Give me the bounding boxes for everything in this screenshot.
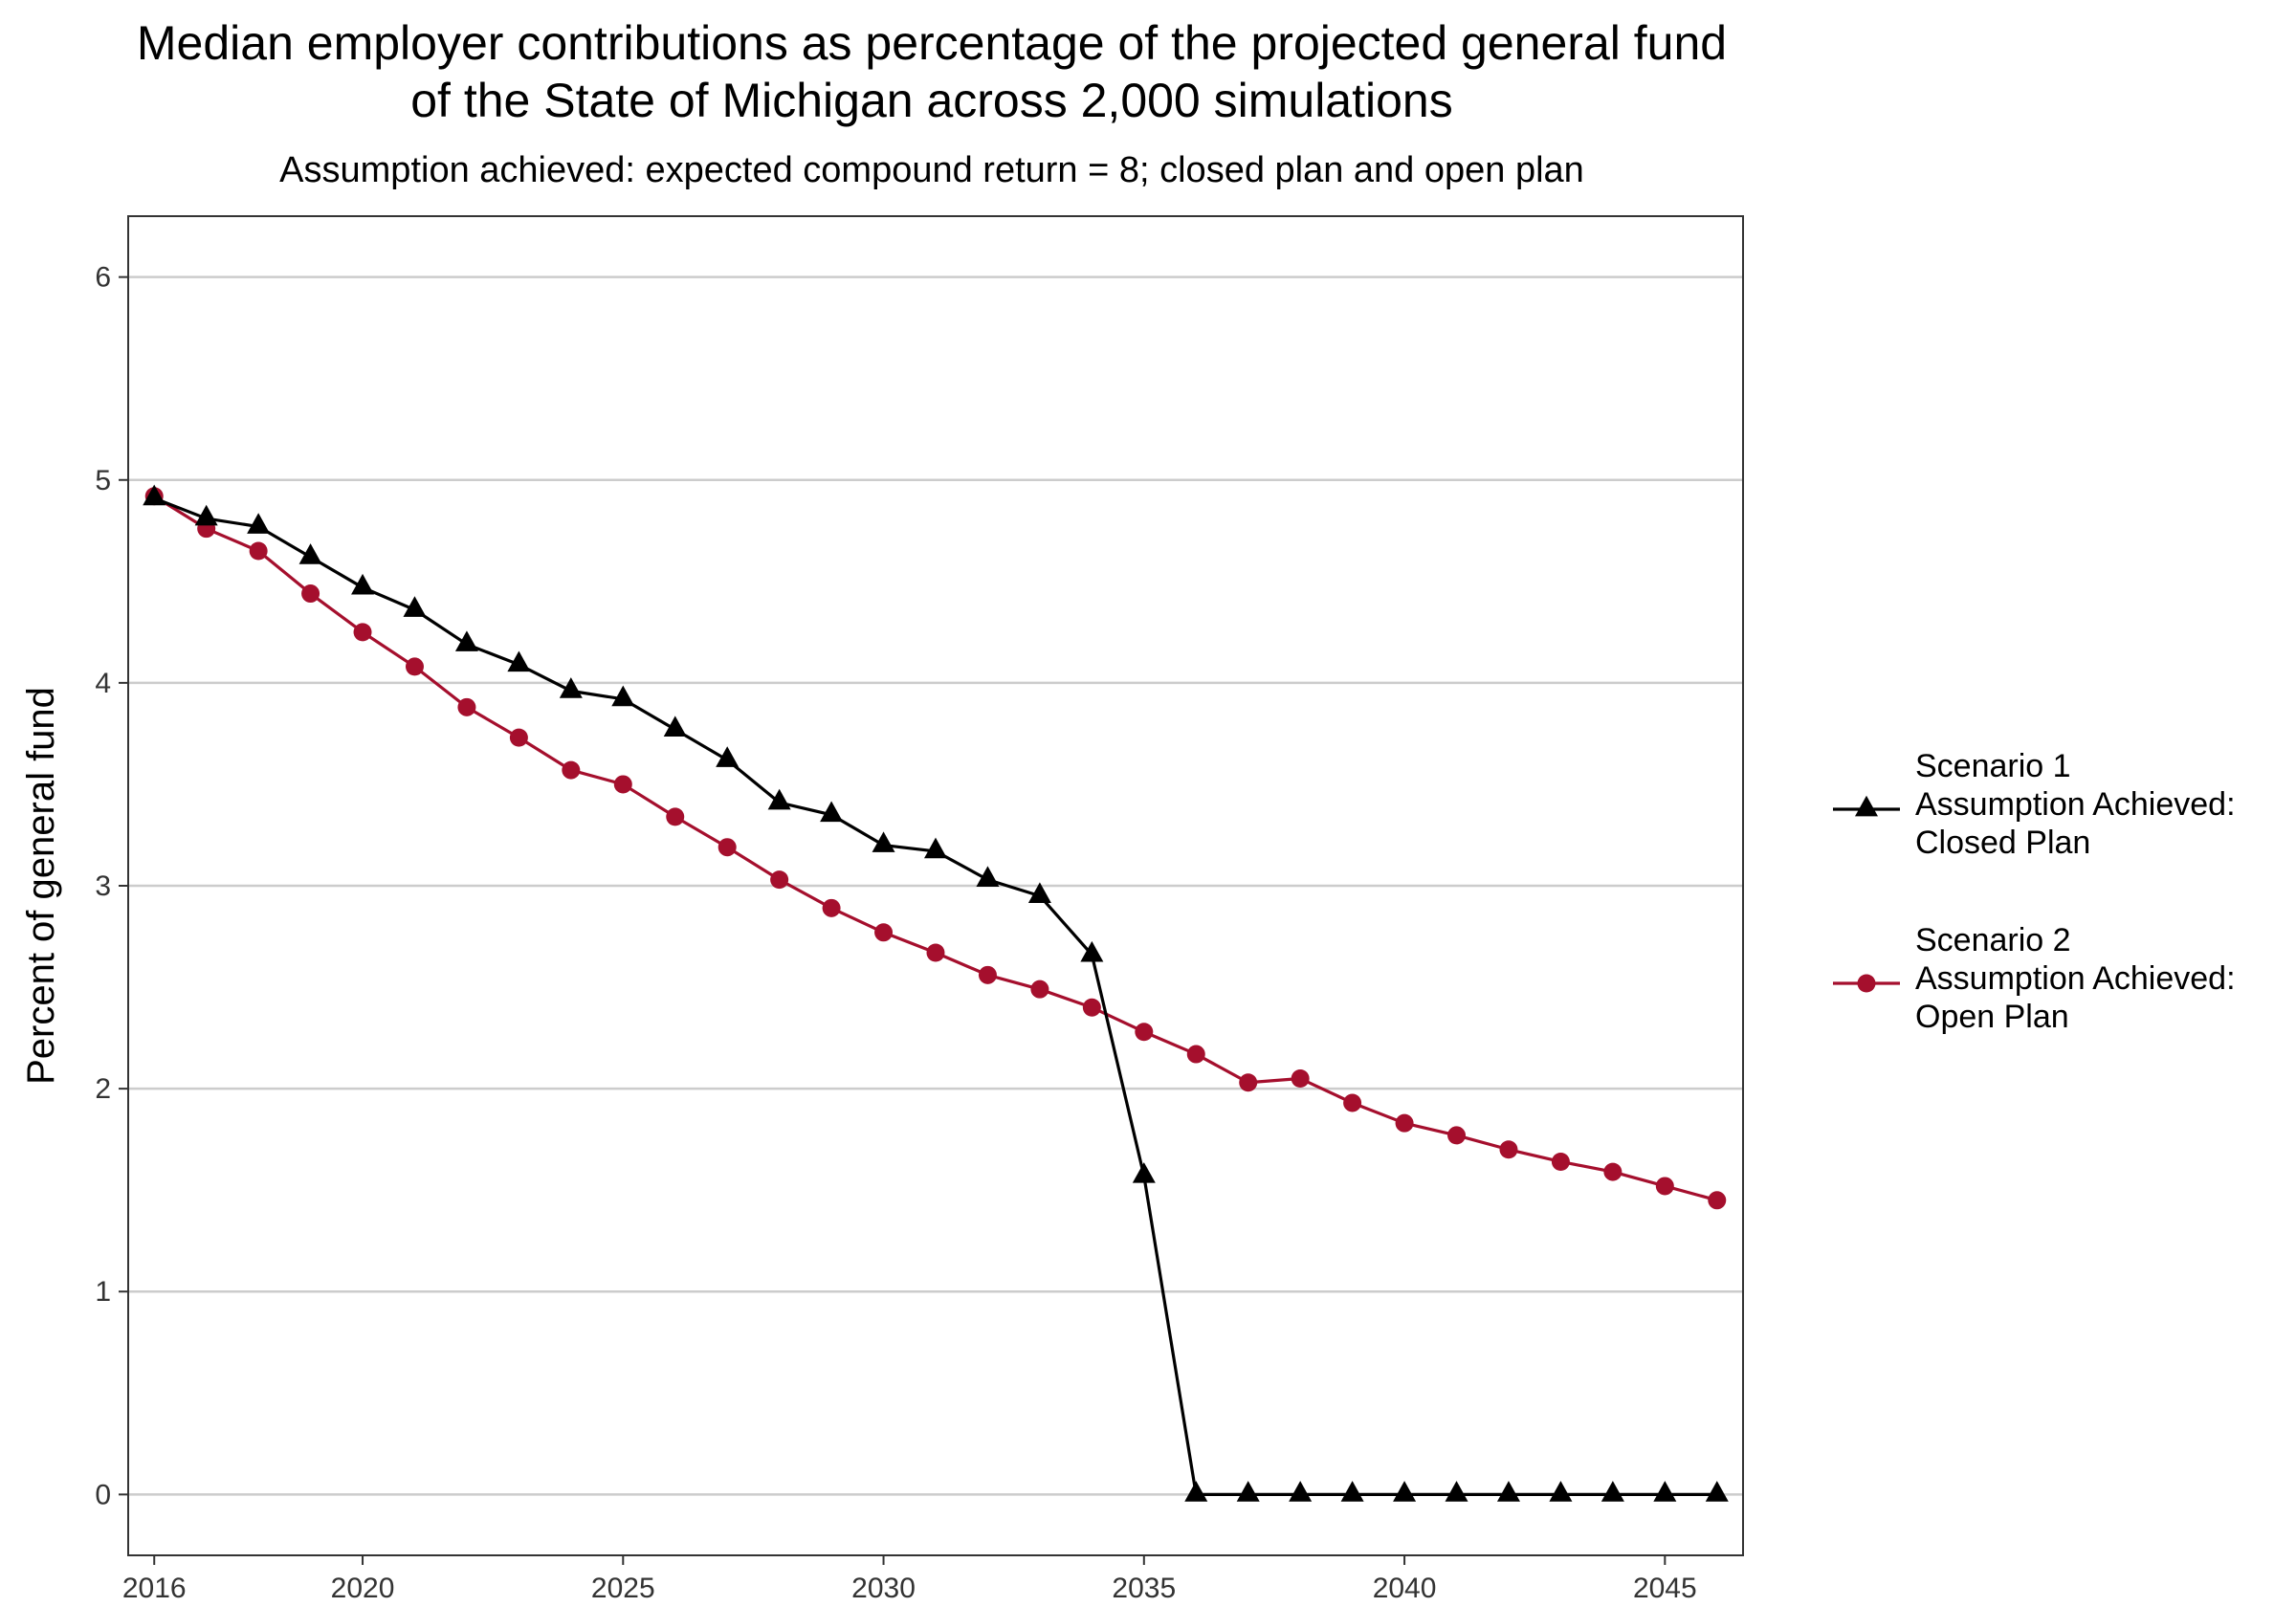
series-1-point-2025: [611, 685, 635, 707]
series-1-point-2017: [194, 504, 218, 526]
series-1-point-2019: [298, 543, 322, 564]
series-2-point-2032: [978, 965, 997, 984]
legend-key-marker-2: [1857, 974, 1876, 993]
series-2-point-2042: [1499, 1140, 1518, 1159]
series-2-point-2018: [249, 541, 268, 561]
x-tick-label-2025: 2025: [591, 1573, 655, 1604]
series-1-point-2038: [1289, 1481, 1313, 1502]
series-2-point-2019: [301, 584, 320, 604]
chart-subtitle: Assumption achieved: expected compound r…: [279, 150, 1584, 190]
series-1-point-2028: [767, 788, 791, 810]
series-2-point-2043: [1551, 1152, 1570, 1171]
series-2-point-2023: [509, 728, 528, 747]
x-tick-label-2030: 2030: [851, 1573, 916, 1604]
series-2-point-2037: [1239, 1073, 1258, 1092]
series-2-point-2035: [1135, 1023, 1154, 1042]
series-1-point-2042: [1496, 1481, 1520, 1502]
series-1-point-2041: [1445, 1481, 1468, 1502]
series-1-point-2043: [1549, 1481, 1573, 1502]
x-tick-label-2040: 2040: [1373, 1573, 1437, 1604]
series-1-point-2046: [1705, 1481, 1729, 1502]
series-group: [143, 484, 1729, 1502]
series-1-point-2035: [1132, 1162, 1156, 1183]
series-2-point-2033: [1030, 980, 1049, 999]
series-2-point-2046: [1708, 1191, 1727, 1210]
series-2-point-2030: [874, 923, 894, 942]
series-2-point-2026: [666, 807, 685, 826]
series-2-point-2041: [1447, 1126, 1467, 1145]
series-2-point-2021: [405, 657, 424, 676]
y-tick-label-5: 5: [95, 465, 111, 496]
legend-label-2-line-3: Open Plan: [1915, 999, 2069, 1035]
x-tick-label-2016: 2016: [122, 1573, 187, 1604]
series-1-point-2032: [976, 866, 1000, 887]
series-1-point-2033: [1027, 882, 1051, 903]
x-tick-label-2020: 2020: [331, 1573, 395, 1604]
y-axis-label: Percent of general fund: [20, 687, 62, 1085]
legend-label-1-line-3: Closed Plan: [1915, 825, 2090, 861]
series-2-point-2027: [718, 838, 737, 857]
series-2-point-2024: [562, 760, 581, 780]
series-1-point-2029: [820, 801, 844, 823]
series-2-point-2034: [1082, 998, 1101, 1017]
axes: 0 1 2 3 4 5 6 2016 2020 2025 2030 2035 2040 2045: [95, 262, 1696, 1604]
series-1-point-2034: [1080, 940, 1104, 962]
series-1-point-2026: [663, 715, 687, 737]
series-1-point-2045: [1653, 1481, 1677, 1502]
series-2-point-2031: [926, 943, 945, 962]
series-1-point-2018: [247, 513, 271, 534]
series-2-point-2045: [1655, 1177, 1674, 1196]
series-1-point-2036: [1184, 1481, 1208, 1502]
x-tick-label-2045: 2045: [1633, 1573, 1697, 1604]
chart-title-line-2: of the State of Michigan across 2,000 si…: [410, 74, 1452, 127]
series-2-point-2020: [353, 623, 372, 642]
series-1-point-2024: [559, 677, 583, 698]
legend-label-1-line-1: Scenario 1: [1915, 748, 2071, 784]
legend-key-marker-1: [1855, 795, 1878, 817]
x-tick-label-2035: 2035: [1112, 1573, 1176, 1604]
series-1-point-2016: [143, 484, 166, 506]
series-1-point-2030: [872, 831, 895, 852]
series-1-point-2021: [403, 596, 427, 617]
gridlines: [128, 275, 1743, 1496]
y-tick-label-3: 3: [95, 870, 111, 902]
legend-label-1-line-2: Assumption Achieved:: [1915, 786, 2236, 823]
series-1-point-2020: [351, 573, 375, 595]
series-1-point-2039: [1340, 1481, 1364, 1502]
series-1-point-2044: [1601, 1481, 1624, 1502]
y-tick-label-6: 6: [95, 262, 111, 294]
y-tick-label-1: 1: [95, 1276, 111, 1308]
y-tick-label-4: 4: [95, 668, 111, 699]
series-1-point-2040: [1393, 1481, 1417, 1502]
series-2-point-2036: [1186, 1045, 1205, 1064]
series-2-point-2029: [822, 898, 841, 917]
series-1-point-2027: [716, 746, 740, 767]
series-2-point-2038: [1291, 1069, 1310, 1089]
y-tick-label-2: 2: [95, 1073, 111, 1105]
series-1: [143, 484, 1729, 1502]
series-1-point-2031: [924, 837, 947, 859]
legend-label-2-line-1: Scenario 2: [1915, 922, 2071, 958]
series-2-point-2040: [1395, 1113, 1414, 1133]
series-1-point-2022: [454, 630, 478, 651]
legend-label-2-line-2: Assumption Achieved:: [1915, 960, 2236, 997]
chart-title-line-1: Median employer contributions as percent…: [137, 16, 1727, 70]
series-1-point-2023: [507, 650, 531, 672]
series-2-point-2022: [457, 697, 476, 716]
series-2-point-2039: [1343, 1093, 1362, 1112]
series-2-point-2044: [1603, 1162, 1623, 1181]
series-2-point-2028: [770, 870, 789, 890]
y-tick-label-0: 0: [95, 1479, 111, 1510]
series-1-point-2037: [1236, 1481, 1260, 1502]
series-2-point-2025: [613, 775, 632, 794]
series-2: [144, 487, 1727, 1210]
